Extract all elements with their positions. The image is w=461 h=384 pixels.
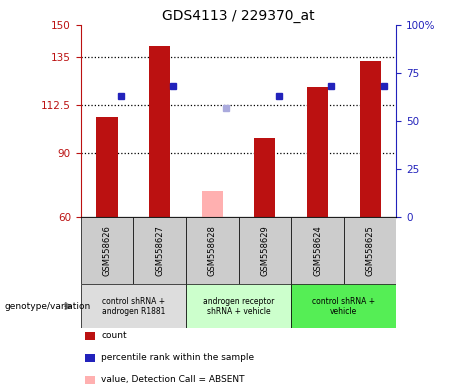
Bar: [307, 87, 328, 217]
Text: control shRNA +
vehicle: control shRNA + vehicle: [312, 296, 375, 316]
Bar: [360, 61, 381, 217]
Bar: [85, 354, 95, 362]
Bar: [344, 217, 396, 284]
Bar: [239, 217, 291, 284]
Text: GSM558626: GSM558626: [102, 225, 112, 276]
Text: percentile rank within the sample: percentile rank within the sample: [101, 353, 254, 362]
Bar: [202, 191, 223, 217]
Bar: [85, 332, 95, 340]
Bar: [186, 217, 239, 284]
Text: GSM558624: GSM558624: [313, 225, 322, 276]
Bar: [133, 217, 186, 284]
Bar: [149, 46, 170, 217]
Bar: [291, 284, 396, 328]
Title: GDS4113 / 229370_at: GDS4113 / 229370_at: [162, 8, 315, 23]
Bar: [291, 217, 344, 284]
Text: GSM558627: GSM558627: [155, 225, 164, 276]
Bar: [85, 376, 95, 384]
Bar: [254, 138, 275, 217]
Bar: [81, 284, 186, 328]
Text: count: count: [101, 331, 127, 341]
Text: GSM558628: GSM558628: [208, 225, 217, 276]
Text: value, Detection Call = ABSENT: value, Detection Call = ABSENT: [101, 375, 245, 384]
Text: GSM558629: GSM558629: [260, 225, 269, 276]
Text: genotype/variation: genotype/variation: [5, 302, 91, 311]
Text: GSM558625: GSM558625: [366, 225, 375, 276]
Text: control shRNA +
androgen R1881: control shRNA + androgen R1881: [101, 296, 165, 316]
Bar: [186, 284, 291, 328]
Bar: [81, 217, 133, 284]
Bar: [96, 117, 118, 217]
Text: androgen receptor
shRNA + vehicle: androgen receptor shRNA + vehicle: [203, 296, 274, 316]
